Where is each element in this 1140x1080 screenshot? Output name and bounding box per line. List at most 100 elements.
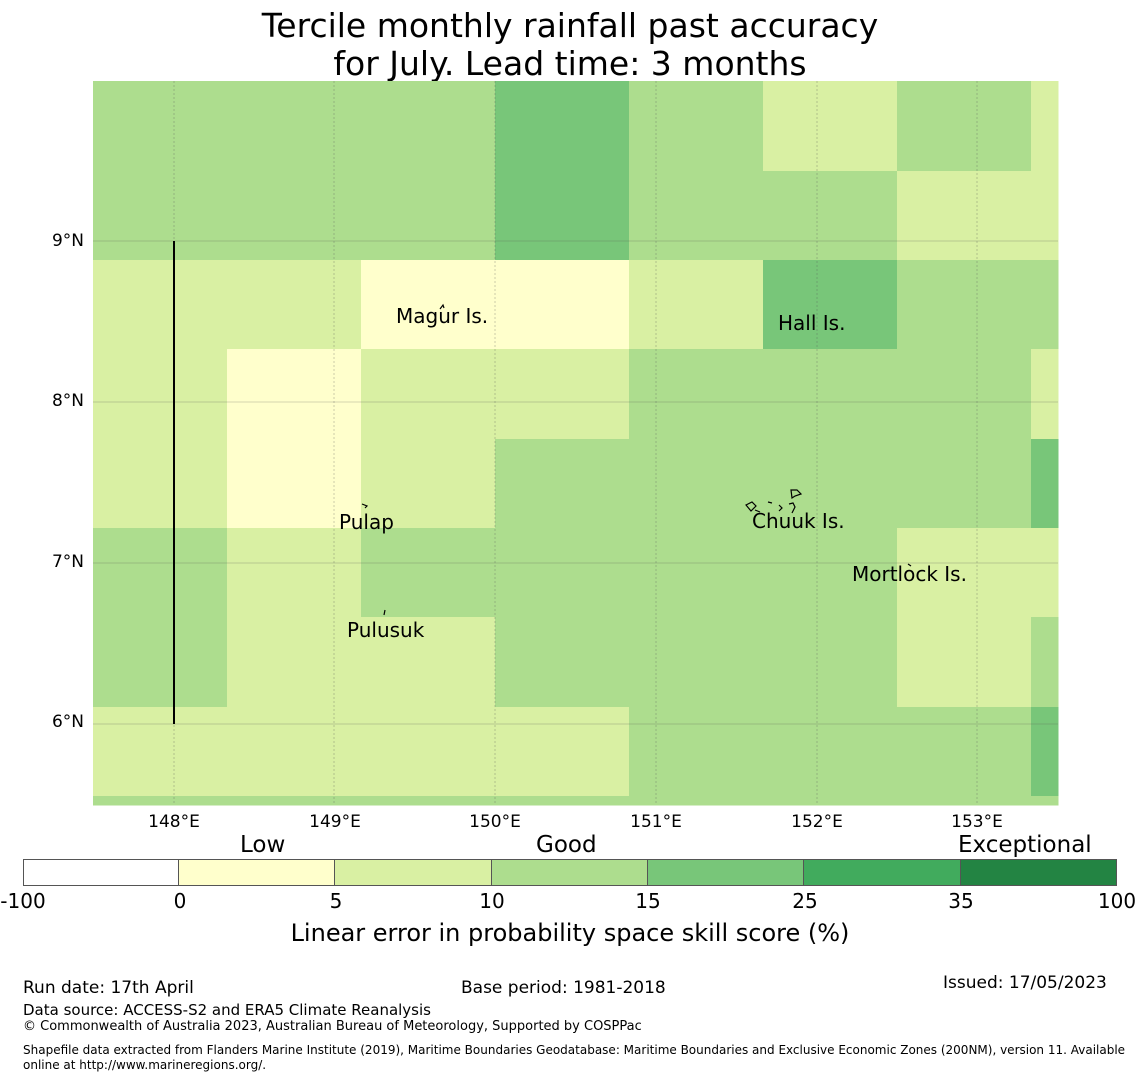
lat-label-8n: 8°N xyxy=(51,391,84,411)
colorbar-segment xyxy=(648,859,804,886)
skill-cell xyxy=(93,81,228,172)
pulusuk-island-outline xyxy=(383,609,386,616)
skill-cell xyxy=(227,796,362,806)
colorbar-category-exceptional: Exceptional xyxy=(958,832,1092,858)
shapefile-credit-line2: online at http://www.marineregions.org/. xyxy=(23,1058,267,1072)
chuuk-island-outline xyxy=(745,489,803,514)
skill-cell xyxy=(227,349,362,440)
skill-cell xyxy=(495,260,630,350)
skill-cell xyxy=(897,171,1032,261)
colorbar-tick: -100 xyxy=(0,889,46,913)
colorbar-tick: 0 xyxy=(173,889,187,913)
skill-cell xyxy=(1031,171,1059,261)
skill-cell xyxy=(629,707,764,797)
skill-cell xyxy=(93,349,228,440)
lon-label-151e: 151°E xyxy=(630,812,682,832)
skill-cell xyxy=(495,439,630,529)
skill-cell xyxy=(361,796,496,806)
skill-cell xyxy=(763,260,898,350)
skill-cell xyxy=(1031,349,1059,440)
graticule xyxy=(93,81,1058,805)
skill-cell xyxy=(361,707,496,797)
skill-cell xyxy=(897,439,1032,529)
skill-cell xyxy=(1031,528,1059,618)
skill-cell xyxy=(629,349,764,440)
colorbar-title: Linear error in probability space skill … xyxy=(290,919,850,947)
skill-cell xyxy=(897,617,1032,708)
place-label-magur: Magur Is. xyxy=(396,304,489,328)
skill-cell xyxy=(1031,439,1059,529)
skill-cell xyxy=(93,707,228,797)
skill-cell xyxy=(93,528,228,618)
skill-cell xyxy=(361,439,496,529)
skill-cell xyxy=(361,349,496,440)
skill-cell xyxy=(495,707,630,797)
lon-label-148e: 148°E xyxy=(148,812,200,832)
lat-label-9n: 9°N xyxy=(51,231,84,251)
mortlock-island-outline xyxy=(907,563,912,567)
colorbar-segment xyxy=(804,859,961,886)
skill-cell xyxy=(495,528,630,618)
skill-cell xyxy=(629,617,764,708)
skill-cell xyxy=(897,707,1032,797)
colorbar-segment xyxy=(492,859,648,886)
skill-cell xyxy=(629,171,764,261)
lat-label-7n: 7°N xyxy=(51,552,84,572)
skill-cell xyxy=(629,260,764,350)
skill-grid xyxy=(93,81,1059,806)
skill-cell xyxy=(1031,707,1059,797)
skill-cell xyxy=(93,617,228,708)
data-source: Data source: ACCESS-S2 and ERA5 Climate … xyxy=(23,1001,431,1019)
colorbar-tick: 35 xyxy=(948,889,974,913)
place-label-hall: Hall Is. xyxy=(778,311,846,335)
skill-cell xyxy=(1031,617,1059,708)
place-label-pulap: Pulap xyxy=(339,510,394,534)
skill-cell xyxy=(629,796,764,806)
skill-cell xyxy=(763,81,898,172)
skill-cell xyxy=(227,260,362,350)
lon-label-149e: 149°E xyxy=(309,812,361,832)
skill-cell xyxy=(361,617,496,708)
skill-cell xyxy=(93,171,228,261)
skill-cell xyxy=(93,796,228,806)
colorbar-tick: 10 xyxy=(479,889,505,913)
skill-cell xyxy=(495,617,630,708)
skill-cell xyxy=(495,81,630,172)
skill-cell xyxy=(763,528,898,618)
skill-cell xyxy=(763,439,898,529)
skill-cell xyxy=(361,260,496,350)
place-label-chuuk: Chuuk Is. xyxy=(752,509,845,533)
colorbar-segment xyxy=(23,859,179,886)
base-period: Base period: 1981-2018 xyxy=(461,978,666,998)
skill-cell xyxy=(897,528,1032,618)
skill-cell xyxy=(361,528,496,618)
colorbar-category-low: Low xyxy=(240,832,286,858)
lon-label-152e: 152°E xyxy=(791,812,843,832)
colorbar-segment xyxy=(961,859,1117,886)
lon-label-153e: 153°E xyxy=(951,812,1003,832)
skill-cell xyxy=(495,796,630,806)
skill-cell xyxy=(227,81,362,172)
skill-cell xyxy=(897,81,1032,172)
colorbar-tick: 25 xyxy=(792,889,818,913)
skill-cell xyxy=(361,171,496,261)
skill-cell xyxy=(629,439,764,529)
lon-label-150e: 150°E xyxy=(469,812,521,832)
skill-cell xyxy=(227,617,362,708)
place-label-mortlock: Mortlock Is. xyxy=(852,562,967,586)
colorbar xyxy=(23,859,1117,886)
colorbar-category-good: Good xyxy=(536,832,597,858)
lat-label-6n: 6°N xyxy=(51,712,84,732)
skill-cell xyxy=(495,171,630,261)
skill-cell xyxy=(1031,260,1059,350)
island-outlines xyxy=(361,303,912,616)
colorbar-tick: 100 xyxy=(1097,889,1137,913)
skill-cell xyxy=(629,528,764,618)
copyright: © Commonwealth of Australia 2023, Austra… xyxy=(23,1019,642,1034)
skill-cell xyxy=(227,528,362,618)
skill-cell xyxy=(227,707,362,797)
skill-cell xyxy=(93,439,228,529)
skill-cell xyxy=(897,349,1032,440)
colorbar-segment xyxy=(179,859,335,886)
